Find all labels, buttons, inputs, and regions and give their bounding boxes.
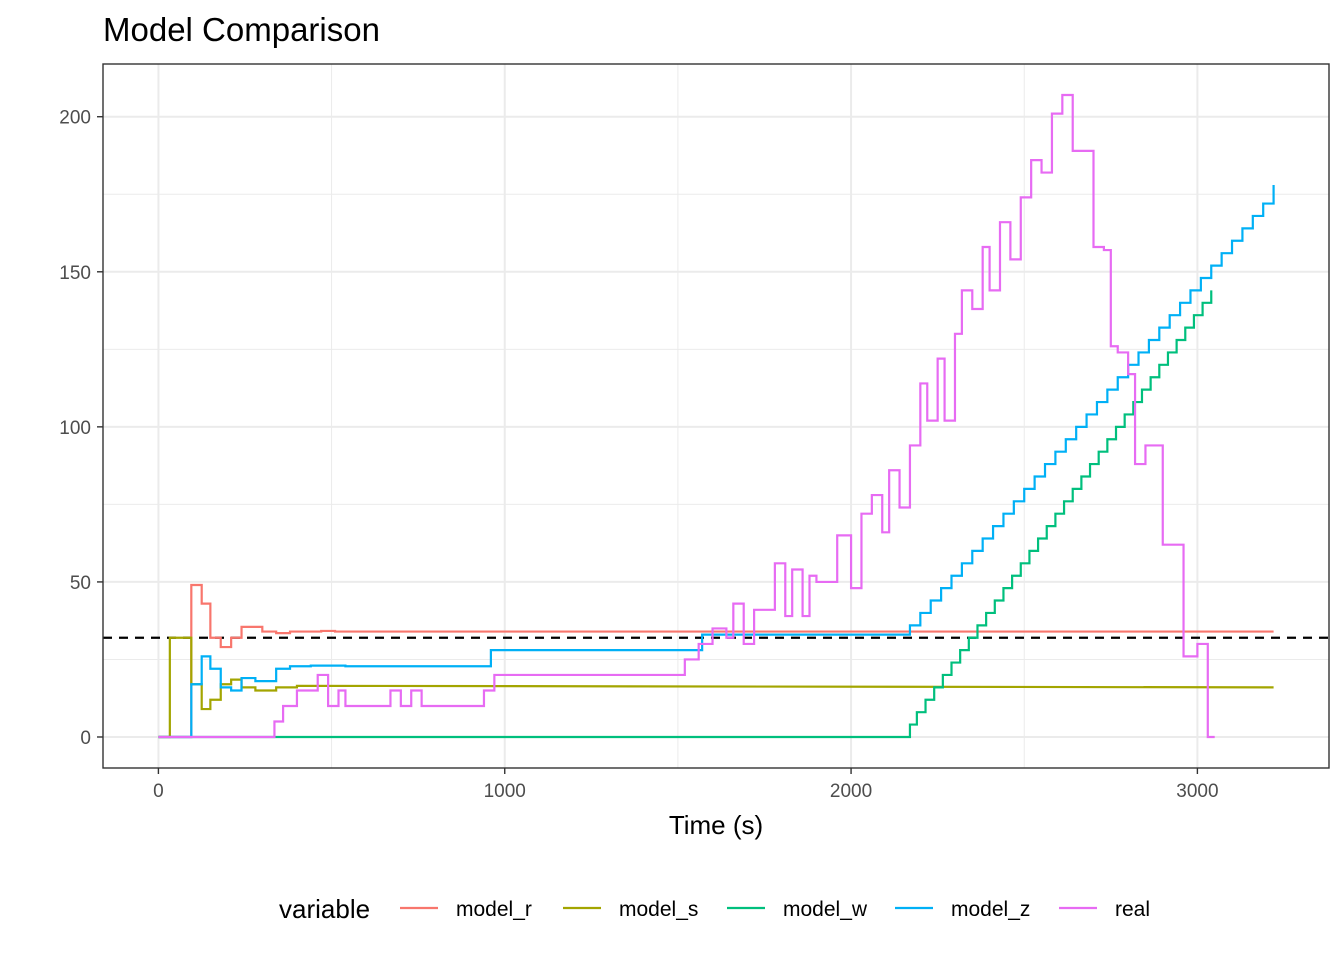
plot-background xyxy=(103,64,1329,768)
legend-label-model_w: model_w xyxy=(783,898,868,921)
series-line-model_r xyxy=(158,583,1274,739)
plot-area xyxy=(103,64,1329,768)
x-tick-label: 0 xyxy=(153,781,164,802)
legend-label-model_r: model_r xyxy=(456,898,532,921)
legend-label-model_z: model_z xyxy=(951,898,1030,921)
y-tick-label: 50 xyxy=(70,573,91,594)
y-tick-label: 150 xyxy=(59,263,91,284)
legend-label-real: real xyxy=(1115,898,1150,921)
y-tick-label: 200 xyxy=(59,108,91,129)
series-line-model_w xyxy=(158,290,1213,739)
chart-title: Model Comparison xyxy=(103,11,380,48)
panel-border xyxy=(102,63,1330,769)
series-line-model_z xyxy=(158,184,1275,739)
plot-frame xyxy=(102,63,1330,769)
series-line-model_s xyxy=(158,636,1274,739)
y-axis-ticks: 0 50 100 150 200 xyxy=(59,108,103,749)
legend: variable model_r model_s model_w model_z rea… xyxy=(279,894,1150,924)
legend-title: variable xyxy=(279,894,370,924)
legend-label-model_s: model_s xyxy=(619,898,698,921)
x-tick-label: 1000 xyxy=(484,781,526,802)
x-tick-label: 2000 xyxy=(830,781,872,802)
series-line-real xyxy=(158,93,1215,739)
x-axis-title: Time (s) xyxy=(669,810,763,840)
x-axis-ticks: 0 1000 2000 3000 xyxy=(153,768,1219,802)
y-tick-label: 0 xyxy=(80,728,91,749)
y-tick-label: 100 xyxy=(59,418,91,439)
x-tick-label: 3000 xyxy=(1176,781,1218,802)
series-lines xyxy=(158,93,1275,739)
